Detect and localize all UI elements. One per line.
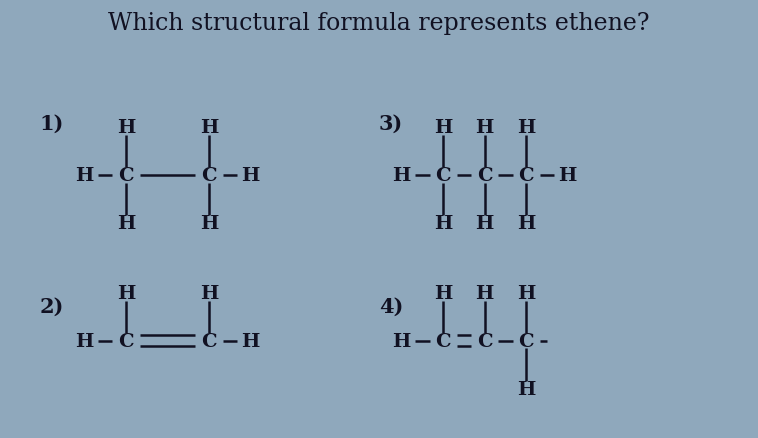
- Text: C: C: [477, 166, 493, 184]
- Text: H: H: [75, 332, 94, 350]
- Text: 4): 4): [379, 296, 403, 316]
- Text: H: H: [242, 332, 260, 350]
- Text: C: C: [518, 332, 534, 350]
- Text: H: H: [200, 284, 218, 302]
- Text: C: C: [518, 166, 534, 184]
- Text: H: H: [117, 214, 135, 232]
- Text: H: H: [75, 166, 94, 184]
- Text: H: H: [517, 214, 535, 232]
- Text: C: C: [435, 166, 451, 184]
- Text: H: H: [559, 166, 577, 184]
- Text: H: H: [517, 284, 535, 302]
- Text: H: H: [517, 119, 535, 137]
- Text: H: H: [475, 119, 494, 137]
- Text: C: C: [118, 166, 134, 184]
- Text: H: H: [200, 119, 218, 137]
- Text: H: H: [117, 284, 135, 302]
- Text: C: C: [477, 332, 493, 350]
- Text: C: C: [118, 332, 134, 350]
- Text: 1): 1): [39, 113, 64, 133]
- Text: H: H: [434, 284, 453, 302]
- Text: C: C: [202, 166, 217, 184]
- Text: H: H: [117, 119, 135, 137]
- Text: Which structural formula represents ethene?: Which structural formula represents ethe…: [108, 12, 650, 35]
- Text: H: H: [517, 380, 535, 398]
- Text: H: H: [475, 214, 494, 232]
- Text: C: C: [435, 332, 451, 350]
- Text: H: H: [434, 119, 453, 137]
- Text: H: H: [393, 332, 411, 350]
- Text: 3): 3): [379, 113, 403, 133]
- Text: H: H: [434, 214, 453, 232]
- Text: H: H: [242, 166, 260, 184]
- Text: C: C: [202, 332, 217, 350]
- Text: H: H: [475, 284, 494, 302]
- Text: 2): 2): [39, 296, 64, 316]
- Text: H: H: [393, 166, 411, 184]
- Text: H: H: [200, 214, 218, 232]
